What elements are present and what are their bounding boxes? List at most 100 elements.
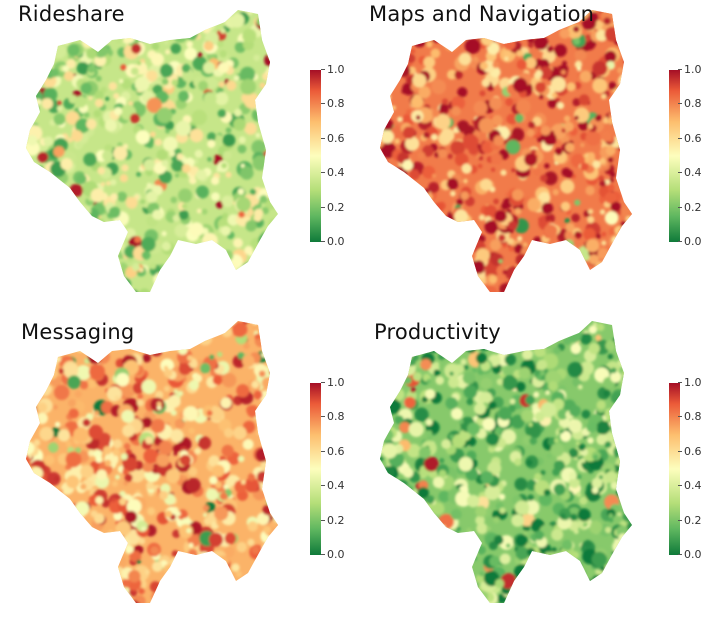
heat-cell	[26, 416, 34, 425]
heat-cell	[448, 531, 459, 542]
heat-cell	[174, 274, 187, 288]
heat-cell	[180, 601, 193, 603]
heat-cell	[508, 245, 515, 252]
heat-cell	[619, 454, 625, 460]
heat-cell	[31, 46, 47, 63]
heat-cell	[245, 269, 261, 285]
heat-cell	[262, 585, 270, 592]
heat-cell	[251, 140, 266, 155]
heat-cell	[268, 466, 278, 483]
heat-cell	[604, 565, 615, 576]
heat-cell	[513, 564, 530, 581]
colorbar	[669, 383, 680, 555]
heat-cell	[386, 195, 391, 201]
heat-cell	[188, 467, 198, 477]
heat-cell	[617, 90, 630, 102]
heat-cell	[158, 490, 169, 500]
heat-cell	[147, 29, 155, 36]
heat-cell	[207, 290, 224, 292]
heat-cell	[26, 140, 40, 156]
heat-cell	[26, 409, 35, 418]
heat-cell	[221, 372, 237, 388]
heat-cell	[451, 534, 467, 550]
heat-cell	[625, 484, 632, 498]
heat-cell	[66, 549, 76, 559]
heat-cell	[44, 560, 50, 566]
heat-cell	[616, 584, 630, 597]
heat-cell	[503, 38, 516, 51]
heat-cell	[380, 579, 387, 589]
heat-cell	[26, 585, 27, 598]
heat-cell	[236, 541, 247, 553]
heat-cell	[273, 512, 278, 523]
heat-cell	[435, 376, 445, 385]
heat-cell	[133, 595, 146, 603]
heat-cell	[523, 321, 538, 330]
heat-cell	[164, 40, 169, 45]
heat-cell	[146, 190, 158, 203]
heat-cell	[55, 26, 70, 41]
heat-cell	[266, 496, 278, 509]
heat-cell	[440, 128, 455, 143]
heat-cell	[85, 527, 90, 533]
heat-cell	[82, 36, 94, 49]
heat-cell	[201, 24, 211, 34]
heat-cell	[384, 292, 392, 300]
heat-cell	[29, 522, 45, 538]
heat-cell	[630, 596, 632, 603]
heat-cell	[28, 50, 40, 62]
heat-cell	[168, 575, 175, 582]
heat-cell	[86, 48, 98, 59]
heat-cell	[201, 586, 211, 596]
heat-cell	[248, 321, 264, 331]
heat-cell	[552, 274, 565, 287]
heat-cell	[472, 260, 485, 273]
heat-cell	[56, 105, 63, 112]
heat-cell	[233, 238, 243, 248]
heat-cell	[26, 586, 38, 599]
heat-cell	[499, 283, 512, 292]
heat-cell	[82, 559, 95, 571]
heat-cell	[487, 84, 494, 91]
heat-cell	[529, 245, 541, 258]
heat-cell	[577, 508, 591, 522]
heat-cell	[119, 497, 127, 506]
heat-cell	[26, 369, 27, 378]
heat-cell	[380, 257, 385, 266]
heat-cell	[543, 249, 559, 265]
heat-cell	[454, 561, 469, 576]
heat-cell	[36, 595, 52, 603]
heat-cell	[88, 96, 93, 101]
heat-cell	[111, 497, 116, 503]
heatmap-cells	[380, 321, 632, 603]
heat-cell	[240, 78, 256, 95]
heat-cell	[607, 117, 615, 125]
heat-cell	[45, 220, 51, 226]
heat-cell	[251, 595, 259, 603]
heat-cell	[536, 273, 548, 285]
heat-cell	[466, 343, 477, 354]
heat-cell	[560, 201, 571, 212]
heat-cell	[380, 142, 396, 158]
heat-cell	[154, 597, 162, 603]
heat-cell	[528, 269, 540, 280]
heat-cell	[501, 331, 512, 342]
heat-cell	[224, 10, 236, 17]
heat-cell	[172, 250, 182, 261]
heat-cell	[204, 578, 216, 590]
heat-cell	[121, 164, 129, 172]
heat-cell	[437, 588, 453, 603]
heat-cell	[51, 523, 60, 532]
heat-cell	[26, 562, 40, 577]
heat-cell	[430, 31, 443, 43]
heat-cell	[163, 385, 170, 392]
heat-cell	[268, 426, 278, 439]
heat-cell	[87, 247, 98, 258]
heat-cell	[138, 587, 145, 595]
heat-cell	[222, 275, 237, 290]
heat-cell	[450, 407, 463, 420]
heat-cell	[26, 511, 28, 522]
heat-cell	[626, 589, 632, 596]
heat-cell	[212, 375, 223, 385]
heat-cell	[412, 565, 421, 573]
